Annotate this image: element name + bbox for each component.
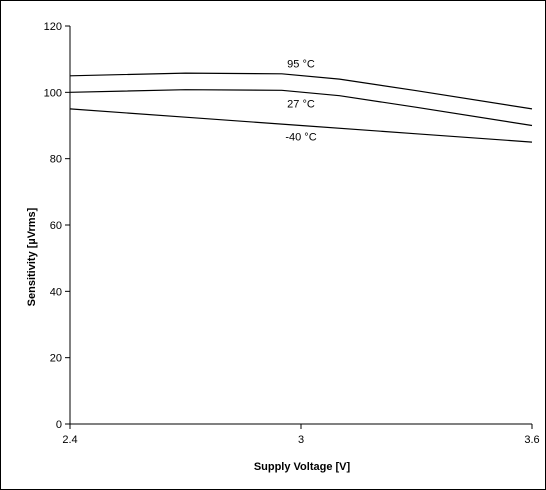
x-tick-label: 3 xyxy=(298,434,304,446)
x-tick-label: 3.6 xyxy=(524,434,539,446)
y-tick-label: 40 xyxy=(50,286,62,298)
y-tick-label: 80 xyxy=(50,154,62,166)
y-axis-title: Sensitivity [µVrms] xyxy=(26,207,38,306)
x-tick-label: 2.4 xyxy=(62,434,77,446)
y-axis: 0 20 40 60 80 100 120 xyxy=(44,21,71,431)
series-line-27-c xyxy=(69,89,533,127)
y-tick-label: 100 xyxy=(44,87,62,99)
x-axis: 2.4 3 3.6 xyxy=(62,423,540,446)
curve-label: -40 °C xyxy=(285,131,316,143)
series-lines xyxy=(69,72,533,143)
series-line-95-c xyxy=(69,72,533,110)
series-line-40-c xyxy=(69,108,533,143)
y-tick-label: 120 xyxy=(44,21,62,33)
curve-label: 27 °C xyxy=(287,98,315,110)
y-tick-label: 60 xyxy=(50,220,62,232)
x-axis-title: Supply Voltage [V] xyxy=(254,461,351,473)
y-tick-label: 0 xyxy=(56,419,62,431)
curve-label: 95 °C xyxy=(287,58,315,70)
curve-labels: 95 °C 27 °C -40 °C xyxy=(285,58,316,143)
y-tick-label: 20 xyxy=(50,353,62,365)
